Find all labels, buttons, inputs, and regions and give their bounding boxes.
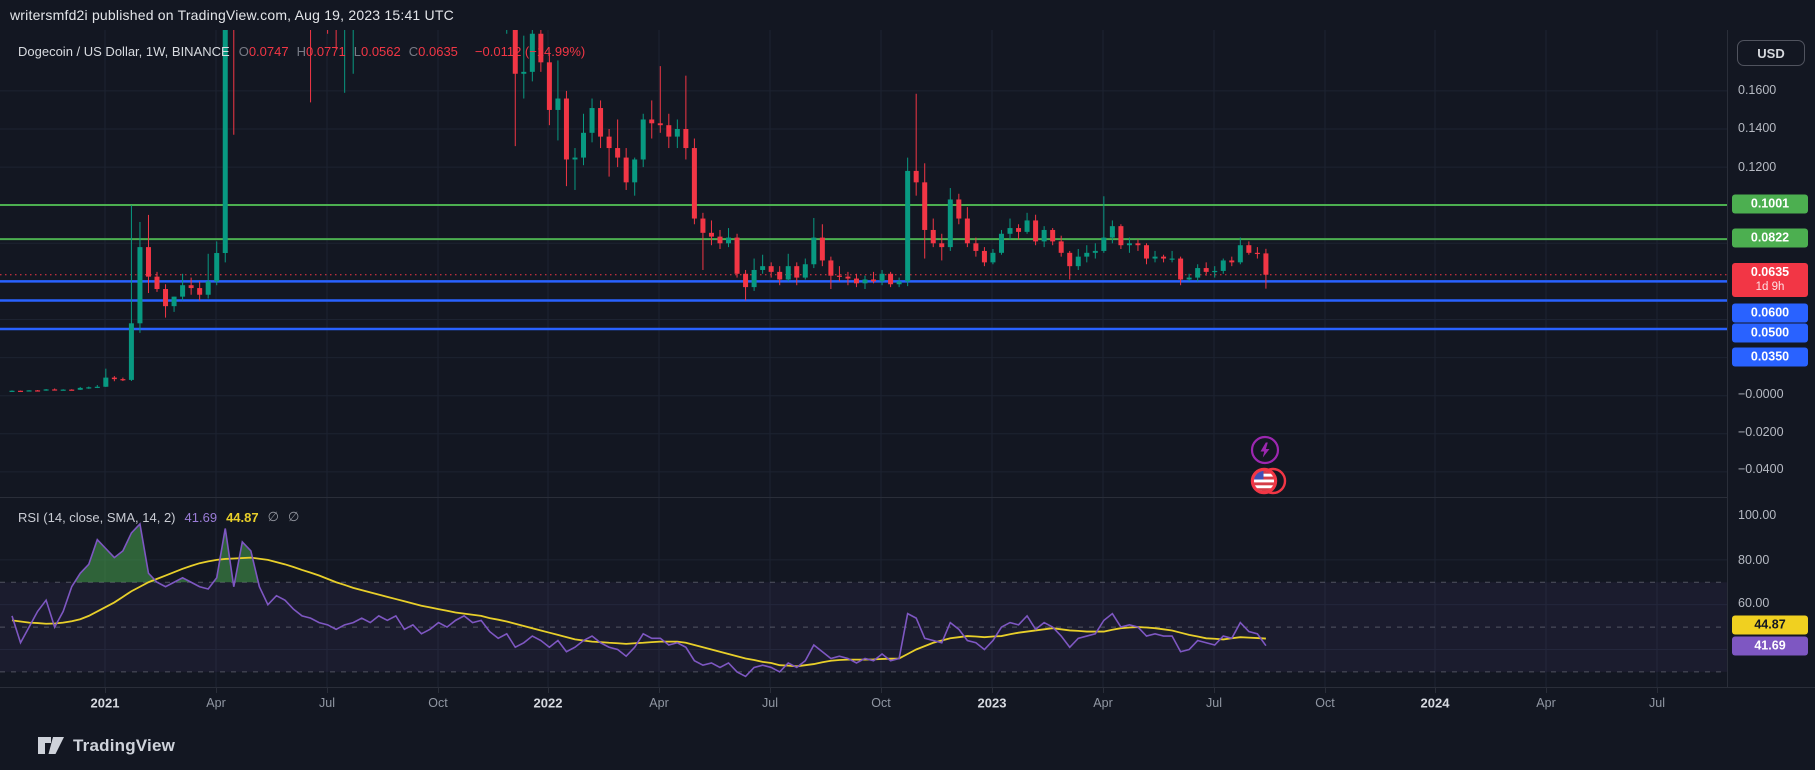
time-tick: [548, 688, 549, 693]
axis-tick: 0.1200: [1738, 160, 1777, 174]
time-label: Apr: [206, 696, 226, 710]
axis-tick: 0.1400: [1738, 121, 1777, 135]
ohlc-o: O 0.0747: [238, 44, 289, 59]
price-label-chip: 0.1001: [1732, 194, 1808, 214]
time-label: Jul: [319, 696, 335, 710]
axis-tick: 0.1600: [1738, 83, 1777, 97]
time-tick: [881, 688, 882, 693]
time-label: 2024: [1420, 695, 1450, 711]
time-tick: [659, 688, 660, 693]
price-label-chip: 0.0600: [1732, 303, 1808, 323]
time-axis[interactable]: 2021 Apr Jul Oct 2022 Apr Jul Oct 2023 Apr Jul Oct 2…: [0, 687, 1815, 718]
publish-header: writersmfd2i published on TradingView.co…: [0, 0, 1815, 30]
time-tick: [1325, 688, 1326, 693]
axis-tick: 60.00: [1738, 596, 1770, 610]
symbol-legend: Dogecoin / US Dollar, 1W, BINANCE O 0.074…: [18, 44, 585, 59]
time-tick: [1214, 688, 1215, 693]
ohlc-values: O 0.0747 H 0.0771 L 0.0562 C 0.0635: [239, 44, 466, 59]
time-label: Jul: [762, 696, 778, 710]
time-tick: [770, 688, 771, 693]
time-tick: [1435, 688, 1436, 693]
price-label-chip: 0.0500: [1732, 323, 1808, 343]
idea-markers: [1238, 424, 1302, 515]
time-label: 2022: [533, 695, 563, 711]
rsi-panel-canvas[interactable]: [0, 497, 1727, 687]
time-label: 2023: [977, 695, 1007, 711]
rsi-title[interactable]: RSI (14, close, SMA, 14, 2): [18, 509, 176, 525]
axis-tick: −0.0400: [1738, 462, 1784, 476]
time-tick: [1103, 688, 1104, 693]
us-flag-icon[interactable]: [1250, 467, 1287, 495]
time-tick: [438, 688, 439, 693]
axis-tick: 80.00: [1738, 553, 1770, 567]
time-label: 2021: [90, 695, 120, 711]
price-label-chip: 41.69: [1732, 636, 1808, 656]
time-label: Apr: [1536, 696, 1556, 710]
rsi-sma-value: 44.87: [226, 509, 259, 525]
price-label-chip: 0.0350: [1732, 347, 1808, 367]
lightning-icon[interactable]: [1250, 435, 1280, 465]
time-label: Jul: [1649, 696, 1665, 710]
symbol-title[interactable]: Dogecoin / US Dollar, 1W, BINANCE: [18, 44, 230, 59]
time-tick: [216, 688, 217, 693]
change-value: −0.0112 (−14.99%): [474, 44, 586, 59]
time-label: Oct: [428, 696, 448, 710]
time-tick: [1657, 688, 1658, 693]
time-tick: [327, 688, 328, 693]
time-label: Oct: [871, 696, 891, 710]
time-label: Apr: [1093, 696, 1113, 710]
publish-text: writersmfd2i published on TradingView.co…: [10, 7, 454, 23]
ohlc-c: C 0.0635: [408, 44, 458, 59]
time-label: Oct: [1315, 696, 1335, 710]
price-label-chip: 44.87: [1732, 615, 1808, 635]
tradingview-wordmark: TradingView: [73, 736, 176, 755]
axis-tick: −0.0200: [1738, 425, 1784, 439]
null-symbol: ∅: [287, 509, 300, 524]
rsi-legend: RSI (14, close, SMA, 14, 2) 41.69 44.87 …: [18, 509, 299, 525]
time-tick: [105, 688, 106, 693]
time-label: Apr: [649, 696, 669, 710]
price-axis[interactable]: USD 0.1600 0.1400 0.1200 −0.0000 −0.0200 −0.0…: [1727, 30, 1815, 687]
time-label: Jul: [1206, 696, 1222, 710]
axis-tick: −0.0000: [1738, 387, 1784, 401]
currency-toggle-button[interactable]: USD: [1737, 40, 1805, 66]
price-label-chip: 0.0635 1d 9h: [1732, 263, 1808, 297]
null-symbol: ∅: [267, 509, 279, 524]
price-chart-canvas[interactable]: [0, 30, 1727, 497]
ohlc-l: L 0.0562: [353, 44, 401, 59]
time-tick: [1546, 688, 1547, 693]
tradingview-logo-icon: [38, 737, 64, 754]
ohlc-h: H 0.0771: [296, 44, 346, 59]
axis-tick: 100.00: [1738, 508, 1777, 522]
tradingview-branding[interactable]: TradingView: [38, 735, 175, 757]
rsi-value: 41.69: [184, 509, 218, 525]
price-label-chip: 0.0822: [1732, 228, 1808, 248]
time-tick: [992, 688, 993, 693]
